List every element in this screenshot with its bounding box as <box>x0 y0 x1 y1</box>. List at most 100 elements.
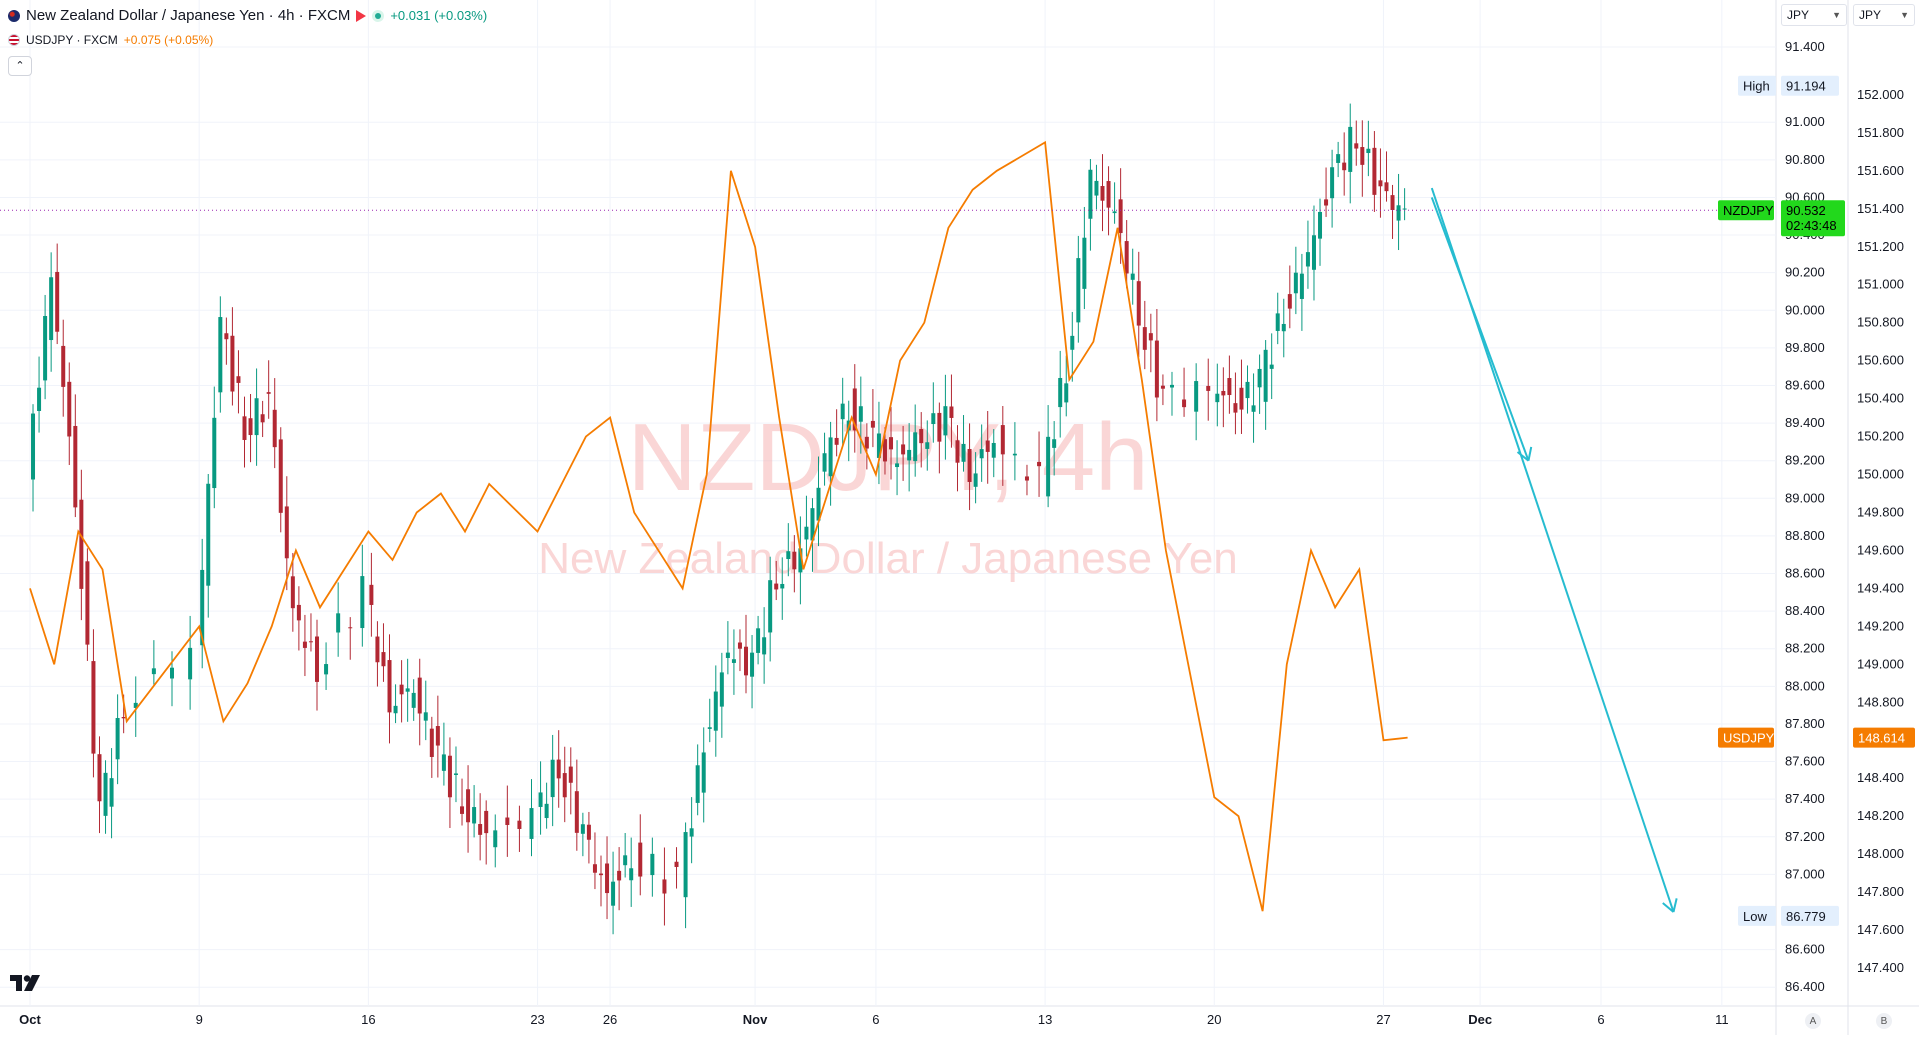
candle-body <box>1052 439 1057 448</box>
candle-body <box>792 551 797 570</box>
candle <box>296 586 301 651</box>
log-scale-button[interactable]: B <box>1876 1013 1892 1029</box>
candle <box>1142 300 1147 370</box>
auto-scale-button[interactable]: A <box>1805 1013 1821 1029</box>
usdjpy-tick-label: 149.600 <box>1857 542 1904 557</box>
candle-body <box>1182 399 1187 408</box>
candle <box>405 658 410 722</box>
candle-body <box>121 717 126 719</box>
legend-main-title: New Zealand Dollar / Japanese Yen · 4h ·… <box>26 7 351 24</box>
candle <box>762 607 767 684</box>
time-tick-label: 13 <box>1038 1012 1052 1027</box>
candle-body <box>296 604 301 621</box>
right-scale-currency-select[interactable]: JPY ▼ <box>1853 4 1915 26</box>
candle <box>1360 120 1365 197</box>
usdjpy-symbol-badge: USDJPY <box>1718 727 1775 748</box>
candle-body <box>43 316 48 381</box>
legend-main-row[interactable]: New Zealand Dollar / Japanese Yen · 4h ·… <box>8 6 487 26</box>
candle <box>828 421 833 506</box>
nzdjpy-tick-label: 90.200 <box>1785 265 1825 280</box>
candle <box>1311 205 1316 301</box>
auto-scale-label: A <box>1809 1015 1817 1027</box>
candle <box>1082 206 1087 310</box>
arrow-shaft <box>1430 187 1675 913</box>
log-scale-label: B <box>1880 1015 1888 1027</box>
legend-compare-row[interactable]: USDJPY · FXCM +0.075 (+0.05%) <box>8 30 487 50</box>
red-flag-icon[interactable] <box>356 10 367 22</box>
candle-body <box>1324 199 1329 206</box>
candle <box>1366 120 1371 177</box>
high-label-badge-bg <box>1738 75 1776 96</box>
candle-body <box>1024 476 1029 481</box>
candle-body <box>278 439 283 513</box>
usdjpy-tick-label: 150.400 <box>1857 391 1904 406</box>
low-label-badge-bg <box>1738 905 1776 926</box>
candle <box>1269 333 1274 400</box>
candle-body <box>1037 461 1042 467</box>
candle <box>725 621 730 675</box>
candle <box>719 652 724 738</box>
candle <box>466 765 471 853</box>
candle-body <box>97 754 102 802</box>
candle <box>393 684 398 724</box>
candle <box>61 319 66 417</box>
candle <box>200 538 205 669</box>
nz-flag-icon <box>8 10 20 22</box>
candle <box>943 374 948 460</box>
candle-body <box>804 526 809 540</box>
candle-body <box>662 879 667 894</box>
legend-collapse-button[interactable]: ⌃ <box>8 56 32 76</box>
candle-body <box>1221 390 1226 396</box>
candle <box>937 402 942 474</box>
nzdjpy-tick-label: 88.600 <box>1785 566 1825 581</box>
market-open-dot-icon <box>372 10 385 22</box>
candle <box>1046 405 1051 508</box>
candle <box>1136 251 1141 358</box>
high-value-badge-bg <box>1781 75 1839 96</box>
candle-body <box>1118 199 1123 234</box>
candle-body <box>381 652 386 667</box>
candle <box>901 425 906 481</box>
time-tick-label: 16 <box>361 1012 375 1027</box>
candle <box>798 516 803 605</box>
candle-body <box>834 437 839 445</box>
candle-body <box>272 409 277 448</box>
candle <box>1336 141 1341 178</box>
usdjpy-tick-label: 148.400 <box>1857 770 1904 785</box>
nzdjpy-tick-label: 88.200 <box>1785 641 1825 656</box>
candle <box>43 294 48 400</box>
nzdjpy-tick-label: 89.600 <box>1785 377 1825 392</box>
candle <box>780 557 785 620</box>
candle-body <box>1130 273 1135 280</box>
candle <box>550 734 555 827</box>
candle <box>1275 292 1280 345</box>
candle-body <box>674 861 679 867</box>
candle-body <box>858 406 863 422</box>
tradingview-logo-icon[interactable] <box>10 974 48 992</box>
us-flag-icon <box>8 34 20 46</box>
nzdjpy-symbol-badge: NZDJPY <box>1718 200 1774 221</box>
candle-body <box>1142 327 1147 350</box>
candle <box>556 730 561 808</box>
candle-body <box>460 806 465 814</box>
candle-body <box>816 487 821 521</box>
candle-body <box>1215 393 1220 403</box>
candle-body <box>1245 381 1250 399</box>
candle-body <box>1070 335 1075 350</box>
candle <box>1070 311 1075 382</box>
candle-body <box>206 483 211 586</box>
candle <box>324 642 329 690</box>
candle <box>598 855 603 907</box>
candle-body <box>1269 364 1274 369</box>
candle <box>308 613 313 652</box>
candle <box>931 382 936 443</box>
candle-body <box>1257 368 1262 388</box>
nzdjpy-tick-label: 87.600 <box>1785 754 1825 769</box>
candle-body <box>447 755 452 798</box>
candle <box>870 389 875 448</box>
candle-body <box>1239 387 1244 410</box>
left-scale-currency-select[interactable]: JPY ▼ <box>1781 4 1847 26</box>
candle <box>1354 120 1359 166</box>
